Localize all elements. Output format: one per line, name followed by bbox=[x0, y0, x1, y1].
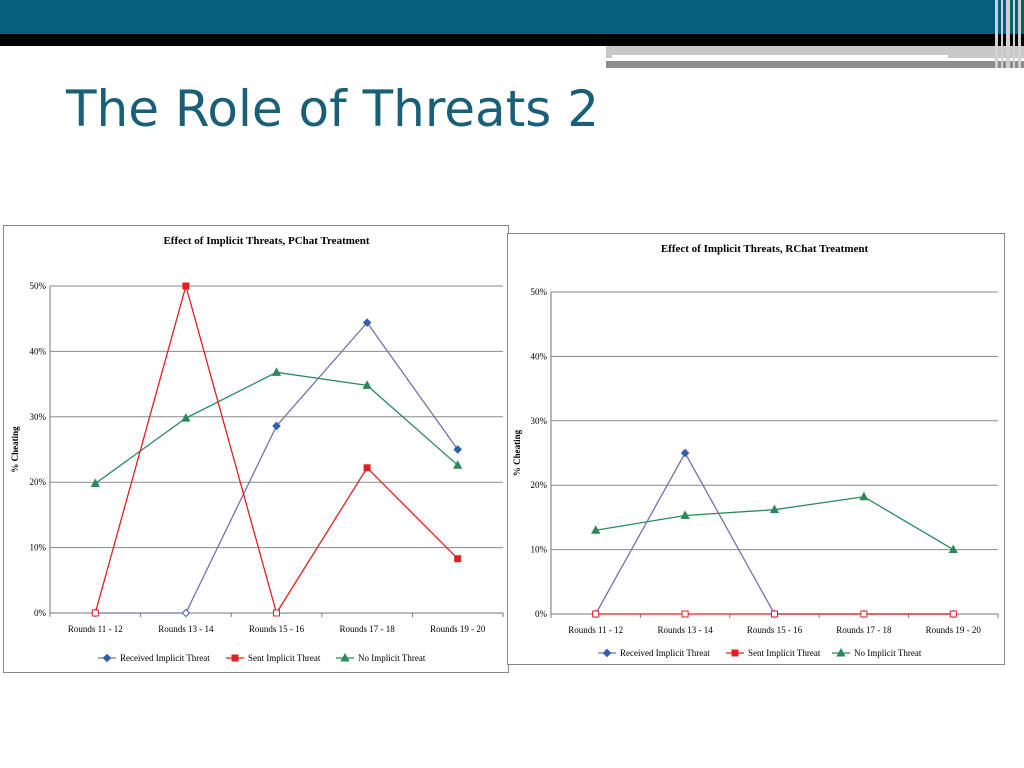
chart-title: Effect of Implicit Threats, RChat Treatm… bbox=[661, 243, 869, 255]
data-point-0 bbox=[362, 318, 372, 327]
data-point-1 bbox=[681, 610, 689, 618]
x-tick-label: Rounds 15 - 16 bbox=[747, 625, 803, 635]
data-point-1 bbox=[592, 610, 600, 618]
series-line-0 bbox=[95, 321, 459, 614]
series-line-1 bbox=[94, 283, 459, 615]
x-tick-label: Rounds 17 - 18 bbox=[339, 624, 395, 634]
legend-marker bbox=[102, 653, 112, 663]
legend-label: No Implicit Threat bbox=[358, 653, 426, 663]
y-tick-label: 0% bbox=[34, 608, 47, 618]
data-point-2 bbox=[90, 478, 100, 488]
chart-rchat: Effect of Implicit Threats, RChat Treatm… bbox=[507, 233, 1005, 665]
legend-marker bbox=[340, 652, 350, 662]
y-tick-label: 20% bbox=[30, 477, 47, 487]
x-tick-label: Rounds 13 - 14 bbox=[158, 624, 214, 634]
y-tick-label: 50% bbox=[531, 287, 548, 297]
header-stripes bbox=[992, 0, 1024, 68]
slide-title: The Role of Threats 2 bbox=[66, 80, 600, 138]
data-point-0 bbox=[272, 421, 281, 431]
y-tick-label: 30% bbox=[531, 416, 548, 426]
y-tick-label: 20% bbox=[531, 480, 548, 490]
data-point-1 bbox=[273, 609, 280, 617]
header-bar bbox=[0, 0, 1024, 34]
data-point-2 bbox=[769, 504, 780, 514]
data-point-0 bbox=[181, 608, 191, 618]
legend-label: Sent Implicit Threat bbox=[748, 648, 821, 658]
series-line-0 bbox=[595, 451, 954, 615]
legend-label: No Implicit Threat bbox=[854, 648, 922, 658]
x-tick-label: Rounds 11 - 12 bbox=[568, 625, 623, 635]
data-point-1 bbox=[363, 464, 371, 472]
chart-pchat: Effect of Implicit Threats, PChat Treatm… bbox=[3, 225, 509, 673]
header-divider bbox=[0, 34, 1024, 46]
data-point-2 bbox=[453, 460, 463, 469]
chart-rchat-svg: Effect of Implicit Threats, RChat Treatm… bbox=[512, 243, 999, 658]
x-tick-label: Rounds 17 - 18 bbox=[836, 625, 892, 635]
y-tick-label: 30% bbox=[30, 412, 47, 422]
x-tick-label: Rounds 11 - 12 bbox=[68, 624, 123, 634]
y-axis-label: % Cheating bbox=[10, 426, 20, 473]
header-accent-band-lower bbox=[606, 61, 1024, 68]
y-axis-label: % Cheating bbox=[512, 429, 522, 476]
legend-label: Sent Implicit Threat bbox=[248, 653, 321, 663]
y-tick-label: 0% bbox=[535, 609, 548, 619]
chart-pchat-svg: Effect of Implicit Threats, PChat Treatm… bbox=[10, 235, 504, 663]
data-point-2 bbox=[948, 544, 958, 554]
y-tick-label: 10% bbox=[531, 545, 548, 555]
y-tick-label: 50% bbox=[30, 281, 47, 291]
y-tick-label: 40% bbox=[30, 346, 47, 356]
chart-title: Effect of Implicit Threats, PChat Treatm… bbox=[163, 235, 369, 247]
header-accent-line bbox=[612, 55, 948, 58]
x-tick-label: Rounds 19 - 20 bbox=[430, 624, 486, 634]
data-point-2 bbox=[362, 380, 372, 389]
y-tick-label: 40% bbox=[531, 351, 548, 361]
legend-marker bbox=[731, 649, 739, 657]
legend-marker bbox=[602, 648, 612, 658]
data-point-1 bbox=[771, 610, 778, 618]
data-point-1 bbox=[860, 610, 868, 618]
data-point-1 bbox=[454, 555, 462, 563]
y-tick-label: 10% bbox=[30, 543, 47, 553]
data-point-2 bbox=[181, 413, 191, 422]
data-point-0 bbox=[453, 445, 463, 454]
legend-label: Received Implicit Threat bbox=[120, 653, 210, 663]
x-tick-label: Rounds 15 - 16 bbox=[249, 624, 305, 634]
data-point-1 bbox=[91, 609, 99, 617]
x-tick-label: Rounds 13 - 14 bbox=[657, 625, 713, 635]
data-point-2 bbox=[859, 491, 869, 501]
legend-marker bbox=[836, 647, 846, 657]
data-point-1 bbox=[182, 282, 190, 290]
legend-label: Received Implicit Threat bbox=[620, 648, 710, 658]
data-point-2 bbox=[271, 367, 282, 376]
legend-marker bbox=[231, 654, 239, 662]
data-point-2 bbox=[680, 510, 690, 519]
data-point-2 bbox=[591, 525, 601, 534]
data-point-1 bbox=[949, 610, 957, 618]
x-tick-label: Rounds 19 - 20 bbox=[926, 625, 982, 635]
data-point-0 bbox=[680, 448, 690, 458]
